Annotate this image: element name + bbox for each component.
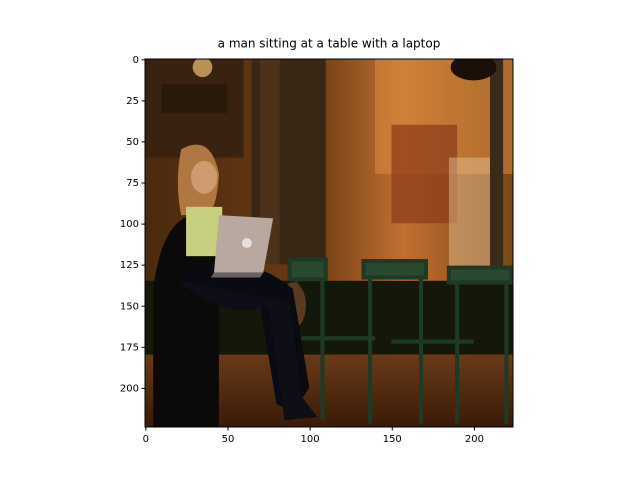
axes-frame	[144, 58, 514, 428]
y-tick-label: 150	[120, 301, 139, 312]
chart-title: a man sitting at a table with a laptop	[218, 37, 441, 51]
y-tick-label: 175	[120, 342, 139, 353]
x-tick-label: 100	[301, 434, 320, 445]
x-tick-label: 0	[143, 434, 149, 445]
x-tick-label: 150	[383, 434, 402, 445]
y-tick-label: 0	[133, 55, 139, 66]
y-tick-label: 25	[126, 96, 139, 107]
x-tick-label: 50	[222, 434, 235, 445]
image	[145, 59, 513, 427]
y-tick-label: 50	[126, 137, 139, 148]
y-tick-label: 100	[120, 219, 139, 230]
y-tick-label: 200	[120, 383, 139, 394]
y-tick-label: 125	[120, 260, 139, 271]
y-tick-label: 75	[126, 178, 139, 189]
x-tick-label: 200	[465, 434, 484, 445]
